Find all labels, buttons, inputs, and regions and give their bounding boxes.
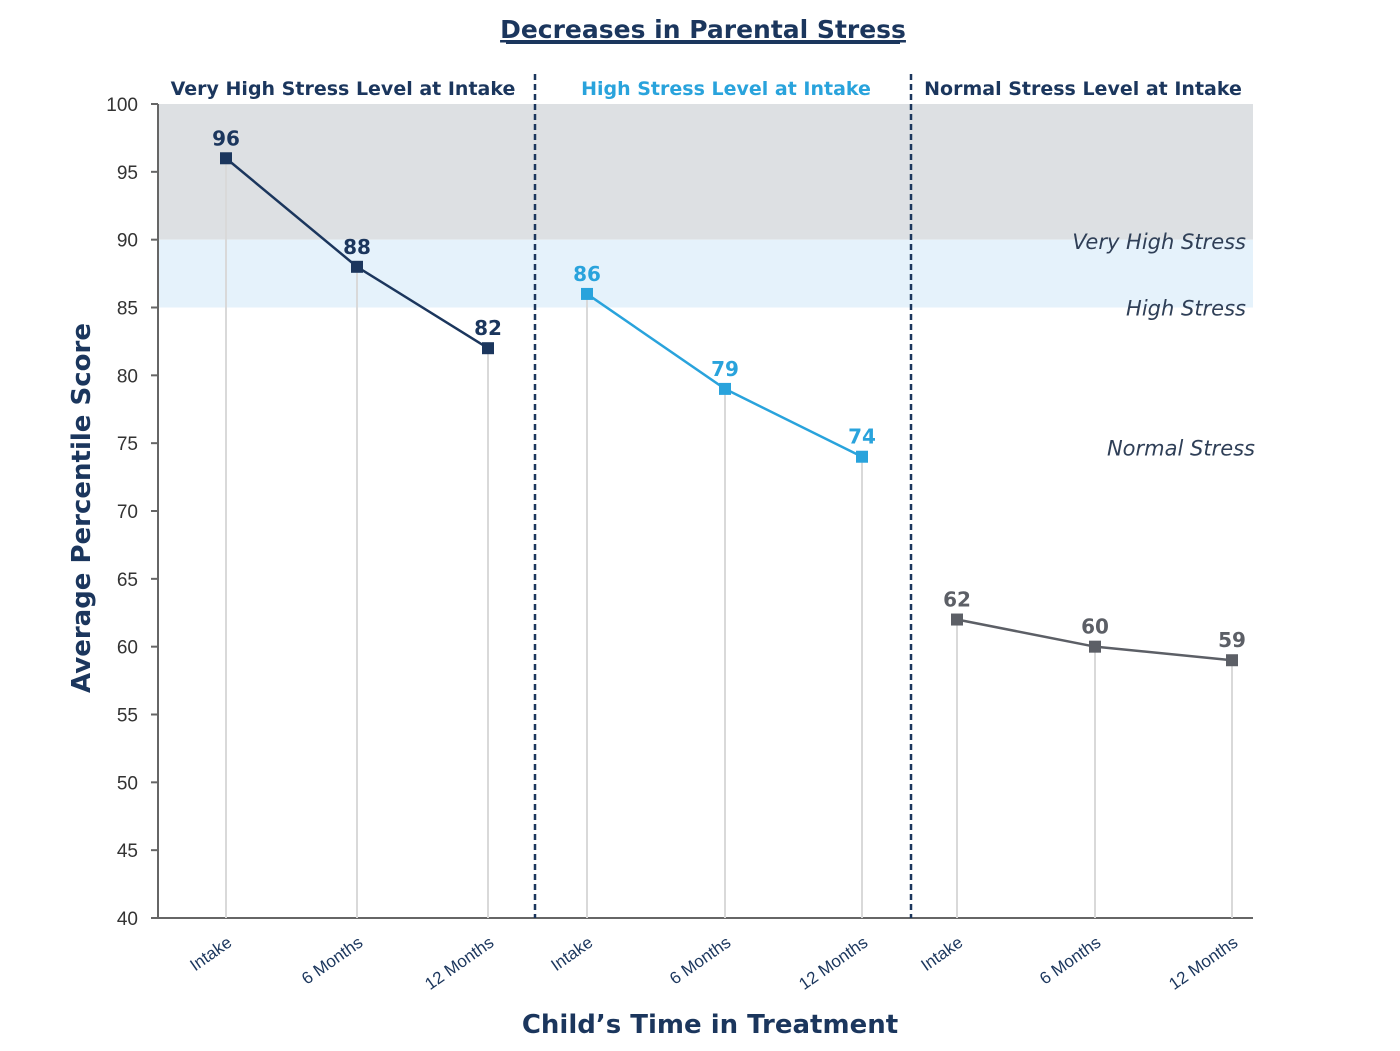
y-tick-label: 100: [106, 95, 138, 116]
data-point: [719, 382, 731, 395]
data-point: [1226, 654, 1238, 667]
x-tick-label: 6 Months: [666, 933, 734, 989]
data-label: 96: [212, 126, 240, 150]
x-tick-label: 6 Months: [1036, 933, 1104, 989]
band-very-high: [158, 104, 1253, 240]
band-label: High Stress: [1126, 297, 1246, 321]
y-tick-label: 40: [117, 909, 138, 930]
data-label: 60: [1081, 615, 1109, 639]
panel-header: High Stress Level at Intake: [581, 78, 871, 100]
x-tick-label: 12 Months: [795, 933, 871, 994]
data-label: 88: [343, 235, 371, 259]
data-label: 79: [711, 357, 739, 381]
y-tick-label: 80: [117, 366, 138, 387]
y-tick-label: 55: [117, 706, 138, 727]
data-label: 86: [573, 262, 601, 286]
y-tick-label: 70: [117, 502, 138, 523]
x-tick-label: 6 Months: [298, 933, 366, 989]
data-label: 62: [943, 588, 971, 612]
y-tick-label: 90: [117, 231, 138, 252]
y-tick-label: 65: [117, 570, 138, 591]
y-tick-label: 85: [117, 299, 138, 320]
panel-header: Normal Stress Level at Intake: [924, 78, 1242, 100]
y-tick-label: 50: [117, 773, 138, 794]
series-group: [220, 152, 1238, 667]
data-point: [856, 450, 868, 463]
y-tick-label: 95: [117, 163, 138, 184]
y-tick-label: 60: [117, 638, 138, 659]
chart-title: Decreases in Parental Stress: [500, 15, 906, 44]
band-label: Very High Stress: [1072, 230, 1246, 254]
data-point: [951, 613, 963, 626]
y-axis-label: Average Percentile Score: [67, 323, 97, 693]
data-point: [581, 287, 593, 300]
y-tick-label: 75: [117, 434, 138, 455]
x-tick-label: Intake: [186, 933, 235, 975]
data-label: 82: [474, 316, 502, 340]
x-tick-label: Intake: [917, 933, 966, 975]
data-label: 59: [1218, 628, 1246, 652]
band-high: [158, 239, 1253, 308]
data-label: 74: [848, 425, 876, 449]
x-tick-label: 12 Months: [421, 933, 497, 994]
drop-lines: [225, 158, 1233, 918]
panel-header: Very High Stress Level at Intake: [171, 78, 516, 100]
axes: 40 45 50 55 60 65 70 75 80 85 90 95 100: [106, 95, 1253, 930]
panel-dividers: [533, 74, 913, 918]
x-tick-label: Intake: [547, 933, 596, 975]
data-point: [351, 260, 363, 273]
data-point: [1089, 640, 1101, 653]
data-point: [482, 342, 494, 355]
x-tick-label: 12 Months: [1165, 933, 1241, 994]
y-tick-label: 45: [117, 841, 138, 862]
data-point: [220, 152, 232, 165]
stress-bands: [158, 104, 1253, 308]
x-axis-label: Child’s Time in Treatment: [522, 1010, 898, 1040]
band-label: Normal Stress: [1107, 436, 1255, 460]
